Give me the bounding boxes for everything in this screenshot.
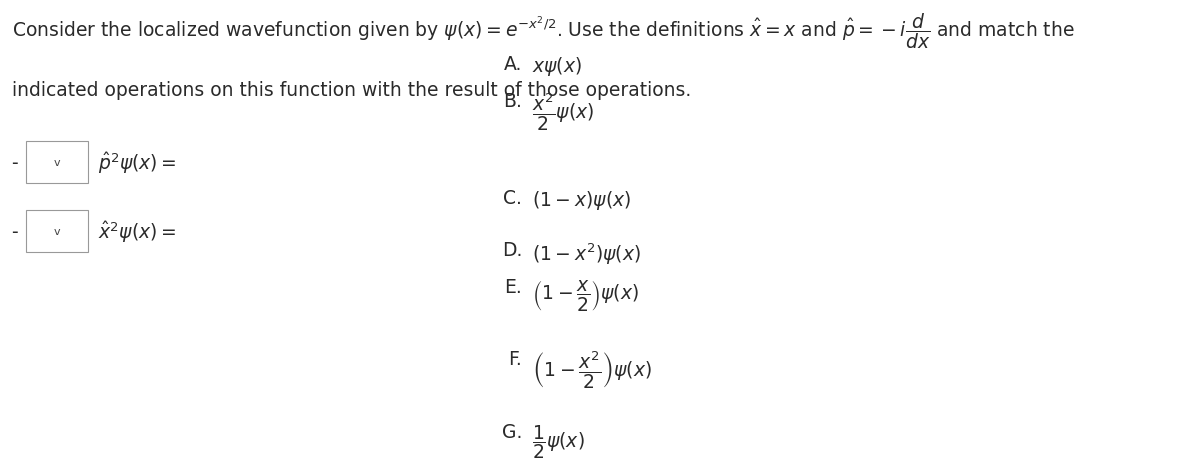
Text: $\left(1 - \dfrac{x}{2}\right)\psi(x)$: $\left(1 - \dfrac{x}{2}\right)\psi(x)$ [532, 278, 638, 313]
FancyBboxPatch shape [26, 142, 88, 184]
Text: E.: E. [504, 278, 522, 297]
Text: -: - [11, 153, 18, 173]
Text: G.: G. [502, 422, 522, 441]
Text: indicated operations on this function with the result of those operations.: indicated operations on this function wi… [12, 80, 691, 99]
Text: $x\psi(x)$: $x\psi(x)$ [532, 55, 582, 78]
Text: A.: A. [504, 55, 522, 74]
Text: -: - [11, 222, 18, 241]
FancyBboxPatch shape [26, 211, 88, 252]
Text: $\left(1 - \dfrac{x^2}{2}\right)\psi(x)$: $\left(1 - \dfrac{x^2}{2}\right)\psi(x)$ [532, 349, 652, 390]
Text: $\dfrac{x^2}{2}\psi(x)$: $\dfrac{x^2}{2}\psi(x)$ [532, 92, 594, 133]
Text: $(1 - x)\psi(x)$: $(1 - x)\psi(x)$ [532, 188, 631, 211]
Text: $\hat{x}^2\psi(x) =$: $\hat{x}^2\psi(x) =$ [98, 219, 176, 245]
Text: v: v [54, 227, 60, 237]
Text: v: v [54, 158, 60, 168]
Text: B.: B. [503, 92, 522, 111]
Text: D.: D. [502, 241, 522, 260]
Text: $(1 - x^2)\psi(x)$: $(1 - x^2)\psi(x)$ [532, 241, 641, 266]
Text: C.: C. [503, 188, 522, 207]
Text: Consider the localized wavefunction given by $\psi(x) = e^{-x^2/2}$. Use the def: Consider the localized wavefunction give… [12, 11, 1075, 51]
Text: F.: F. [509, 349, 522, 368]
Text: $\hat{p}^2\psi(x) =$: $\hat{p}^2\psi(x) =$ [98, 150, 176, 176]
Text: $\dfrac{1}{2}\psi(x)$: $\dfrac{1}{2}\psi(x)$ [532, 422, 584, 459]
